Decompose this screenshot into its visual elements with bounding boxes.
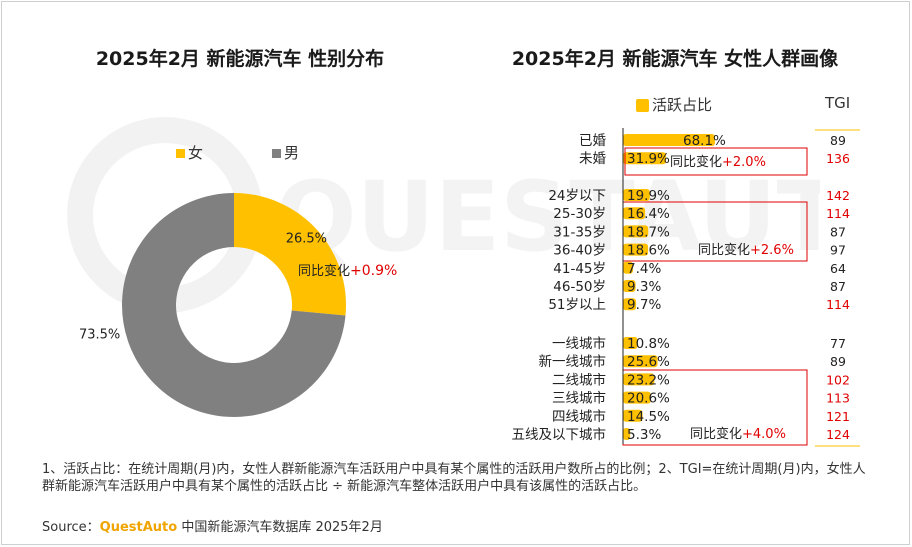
yoy-prefix-0: 同比变化 <box>670 154 722 170</box>
legend-active-share-swatch <box>636 99 649 112</box>
bar-11 <box>623 373 655 386</box>
bar-6 <box>623 261 633 274</box>
category-label-7: 46-50岁 <box>553 279 606 295</box>
category-label-6: 41-45岁 <box>553 261 606 277</box>
right-chart-title: 2025年2月 新能源汽车 女性人群画像 <box>511 48 839 70</box>
bar-9 <box>623 337 638 349</box>
source-line: Source：QuestAuto 中国新能源汽车数据库 2025年2月 <box>42 516 383 535</box>
tgi-value-3: 114 <box>826 206 850 221</box>
gender-yoy-prefix: 同比变化 <box>298 263 350 279</box>
category-label-9: 一线城市 <box>552 335 606 352</box>
source-brand: QuestAuto <box>99 520 178 535</box>
category-label-12: 三线城市 <box>552 390 606 407</box>
tgi-value-2: 142 <box>826 188 850 203</box>
tgi-header: TGI <box>825 94 851 112</box>
value-label-5: 18.6% <box>627 243 670 259</box>
value-label-13: 14.5% <box>627 409 670 425</box>
gender-yoy-annotation: 同比变化+0.9% <box>298 263 397 279</box>
yoy-box-0 <box>624 147 808 176</box>
bar-2 <box>623 189 650 201</box>
tgi-value-12: 113 <box>826 391 850 406</box>
tgi-value-5: 97 <box>830 243 846 258</box>
bar-12 <box>623 391 651 404</box>
category-label-8: 51岁以上 <box>548 297 606 313</box>
category-label-11: 二线城市 <box>552 371 606 388</box>
value-label-11: 23.2% <box>627 372 670 388</box>
legend-male: 男 <box>272 142 299 163</box>
yoy-value-1: +2.6% <box>750 243 794 258</box>
left-chart-title: 2025年2月 新能源汽车 性别分布 <box>95 48 385 70</box>
yoy-annotation-0: 同比变化+2.0% <box>670 154 766 170</box>
tgi-value-11: 102 <box>826 372 850 387</box>
category-label-2: 24岁以下 <box>548 188 606 204</box>
category-label-1: 未婚 <box>579 151 607 167</box>
bar-14 <box>623 428 631 440</box>
category-label-3: 25-30岁 <box>553 206 606 222</box>
bar-1 <box>623 152 667 165</box>
value-label-7: 9.3% <box>627 279 661 295</box>
tgi-value-0: 89 <box>830 133 846 148</box>
legend-active-share-label: 活跃占比 <box>652 96 713 114</box>
yoy-prefix-2: 同比变化 <box>690 426 742 442</box>
value-label-10: 25.6% <box>627 354 670 370</box>
bar-0 <box>623 134 715 146</box>
legend-male-swatch <box>272 149 281 158</box>
donut-label-female: 26.5% <box>286 231 327 246</box>
category-label-14: 五线及以下城市 <box>512 426 607 443</box>
tgi-value-10: 89 <box>830 354 846 369</box>
tgi-value-6: 64 <box>830 261 846 276</box>
gender-yoy-value: +0.9% <box>350 263 397 279</box>
bar-4 <box>623 225 649 238</box>
value-label-6: 7.4% <box>627 261 661 277</box>
source-rest: 中国新能源汽车数据库 2025年2月 <box>177 520 383 535</box>
tgi-value-13: 121 <box>826 409 850 424</box>
tgi-value-8: 114 <box>826 297 850 312</box>
donut-slice-female <box>234 193 346 316</box>
yoy-value-0: +2.0% <box>722 155 766 170</box>
gender-donut-chart: 26.5% 73.5% 同比变化+0.9% <box>79 193 397 417</box>
value-label-12: 20.6% <box>627 391 670 407</box>
value-label-0: 68.1% <box>683 133 726 149</box>
category-label-0: 已婚 <box>579 133 607 149</box>
value-label-1: 31.9% <box>627 151 670 167</box>
donut-slice-male <box>122 193 346 417</box>
tgi-value-14: 124 <box>826 427 850 442</box>
value-label-4: 18.7% <box>627 224 670 240</box>
bar-10 <box>623 355 658 368</box>
value-label-3: 16.4% <box>627 206 670 222</box>
bar-7 <box>623 280 636 292</box>
yoy-value-2: +4.0% <box>742 427 786 442</box>
tgi-value-1: 136 <box>826 151 850 166</box>
value-label-9: 10.8% <box>627 336 670 352</box>
bar-8 <box>623 298 637 311</box>
tgi-value-4: 87 <box>830 224 846 239</box>
value-label-8: 9.7% <box>627 297 661 313</box>
footnote: 1、活跃占比：在统计周期(月)内，女性人群新能源汽车活跃用户中具有某个属性的活跃… <box>42 462 866 494</box>
legend-female-swatch <box>176 149 185 158</box>
category-label-13: 四线城市 <box>552 408 606 425</box>
bar-13 <box>623 409 643 422</box>
category-label-10: 新一线城市 <box>539 353 607 370</box>
source-prefix: Source： <box>42 520 100 535</box>
legend-female: 女 <box>176 142 203 163</box>
value-label-2: 19.9% <box>627 188 670 204</box>
category-label-4: 31-35岁 <box>553 224 606 240</box>
legend-female-label: 女 <box>188 144 204 162</box>
legend-active-share: 活跃占比 <box>636 94 712 115</box>
bar-5 <box>623 243 649 256</box>
yoy-prefix-1: 同比变化 <box>698 242 750 258</box>
legend-male-label: 男 <box>284 144 300 162</box>
tgi-value-9: 77 <box>830 336 846 351</box>
value-label-14: 5.3% <box>627 427 661 443</box>
bar-3 <box>623 207 646 220</box>
donut-label-male: 73.5% <box>79 328 120 343</box>
yoy-annotation-2: 同比变化+4.0% <box>690 426 786 442</box>
yoy-annotation-1: 同比变化+2.6% <box>698 242 794 258</box>
tgi-value-7: 87 <box>830 279 846 294</box>
category-label-5: 36-40岁 <box>553 243 606 259</box>
